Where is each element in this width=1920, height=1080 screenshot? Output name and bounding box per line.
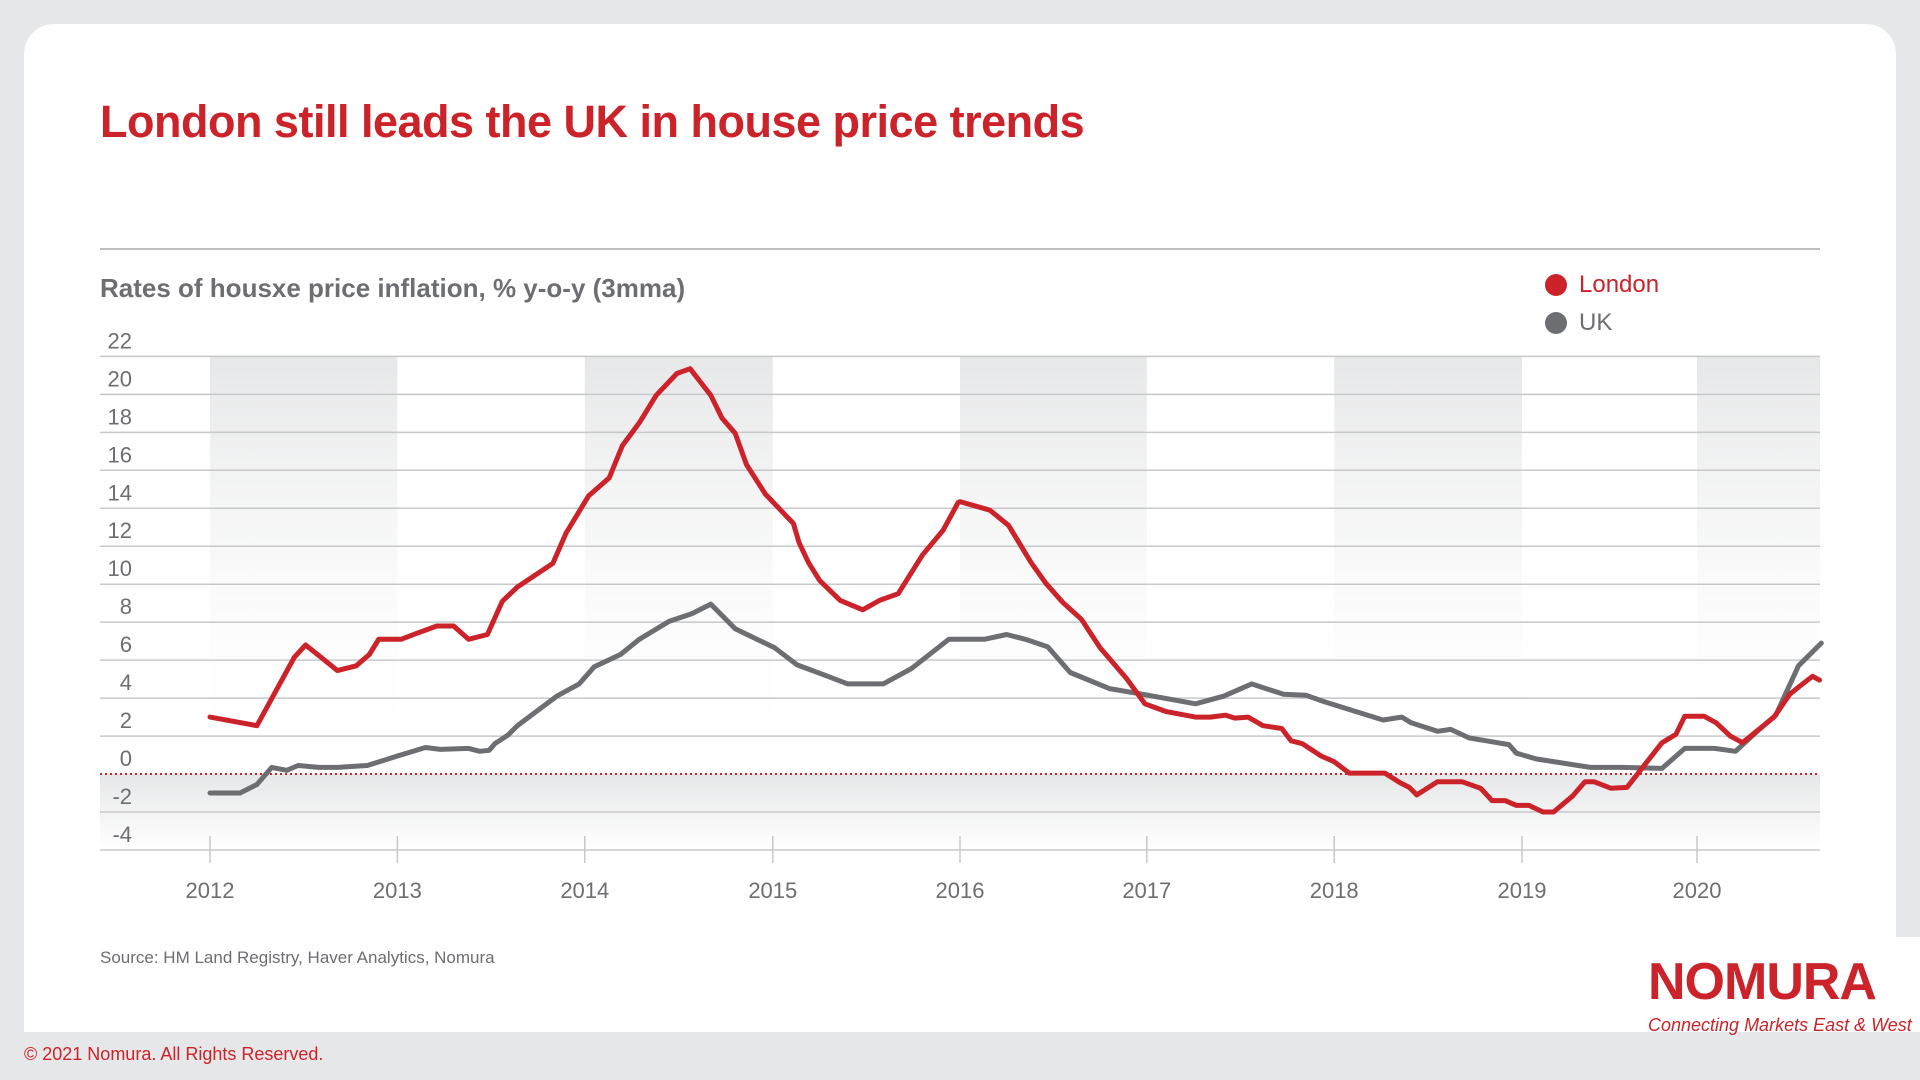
- legend-label: London: [1579, 271, 1660, 298]
- series-line-london: [207, 366, 1822, 815]
- year-band: [210, 356, 398, 775]
- year-band: [584, 356, 773, 775]
- legend: London UK: [1545, 266, 1659, 342]
- legend-label: UK: [1579, 309, 1613, 336]
- year-band: [1334, 356, 1522, 775]
- legend-item-uk: UK: [1545, 304, 1659, 342]
- legend-item-london: London: [1545, 266, 1659, 304]
- y-tick-label: -4: [112, 822, 132, 847]
- logo-tab: [1616, 937, 1920, 1032]
- y-tick-label: 2: [120, 708, 132, 733]
- x-tick-label: 2015: [748, 878, 797, 903]
- london-dot-icon: [1545, 274, 1567, 296]
- page-title: London still leads the UK in house price…: [100, 96, 1085, 147]
- year-band: [960, 356, 1147, 775]
- y-tick-label: 10: [108, 556, 132, 581]
- x-tick-label: 2012: [186, 878, 235, 903]
- x-tick-label: 2020: [1673, 878, 1722, 903]
- year-band: [1697, 356, 1820, 775]
- y-tick-label: 20: [108, 366, 132, 391]
- y-tick-label: 14: [108, 480, 132, 505]
- y-tick-label: 6: [120, 632, 132, 657]
- nomura-logo: NOMURA: [1648, 953, 1877, 1011]
- uk-dot-icon: [1545, 312, 1567, 334]
- y-tick-label: 22: [108, 328, 132, 353]
- copyright: © 2021 Nomura. All Rights Reserved.: [24, 1044, 324, 1064]
- series-line-uk: [207, 601, 1824, 796]
- y-tick-label: -2: [112, 784, 132, 809]
- x-tick-label: 2017: [1122, 878, 1171, 903]
- source-note: Source: HM Land Registry, Haver Analytic…: [100, 948, 495, 967]
- y-tick-label: 16: [108, 442, 132, 467]
- chart-subtitle: Rates of housxe price inflation, % y-o-y…: [100, 273, 686, 303]
- y-tick-label: 18: [108, 404, 132, 429]
- x-tick-label: 2018: [1310, 878, 1359, 903]
- x-tick-label: 2016: [936, 878, 985, 903]
- y-tick-label: 12: [108, 518, 132, 543]
- y-tick-label: 8: [120, 594, 132, 619]
- y-tick-label: 4: [120, 670, 132, 695]
- x-tick-label: 2019: [1498, 878, 1547, 903]
- x-tick-label: 2014: [560, 878, 609, 903]
- y-tick-label: 0: [120, 746, 132, 771]
- logo-tagline: Connecting Markets East & West: [1648, 1015, 1912, 1035]
- x-tick-label: 2013: [373, 878, 422, 903]
